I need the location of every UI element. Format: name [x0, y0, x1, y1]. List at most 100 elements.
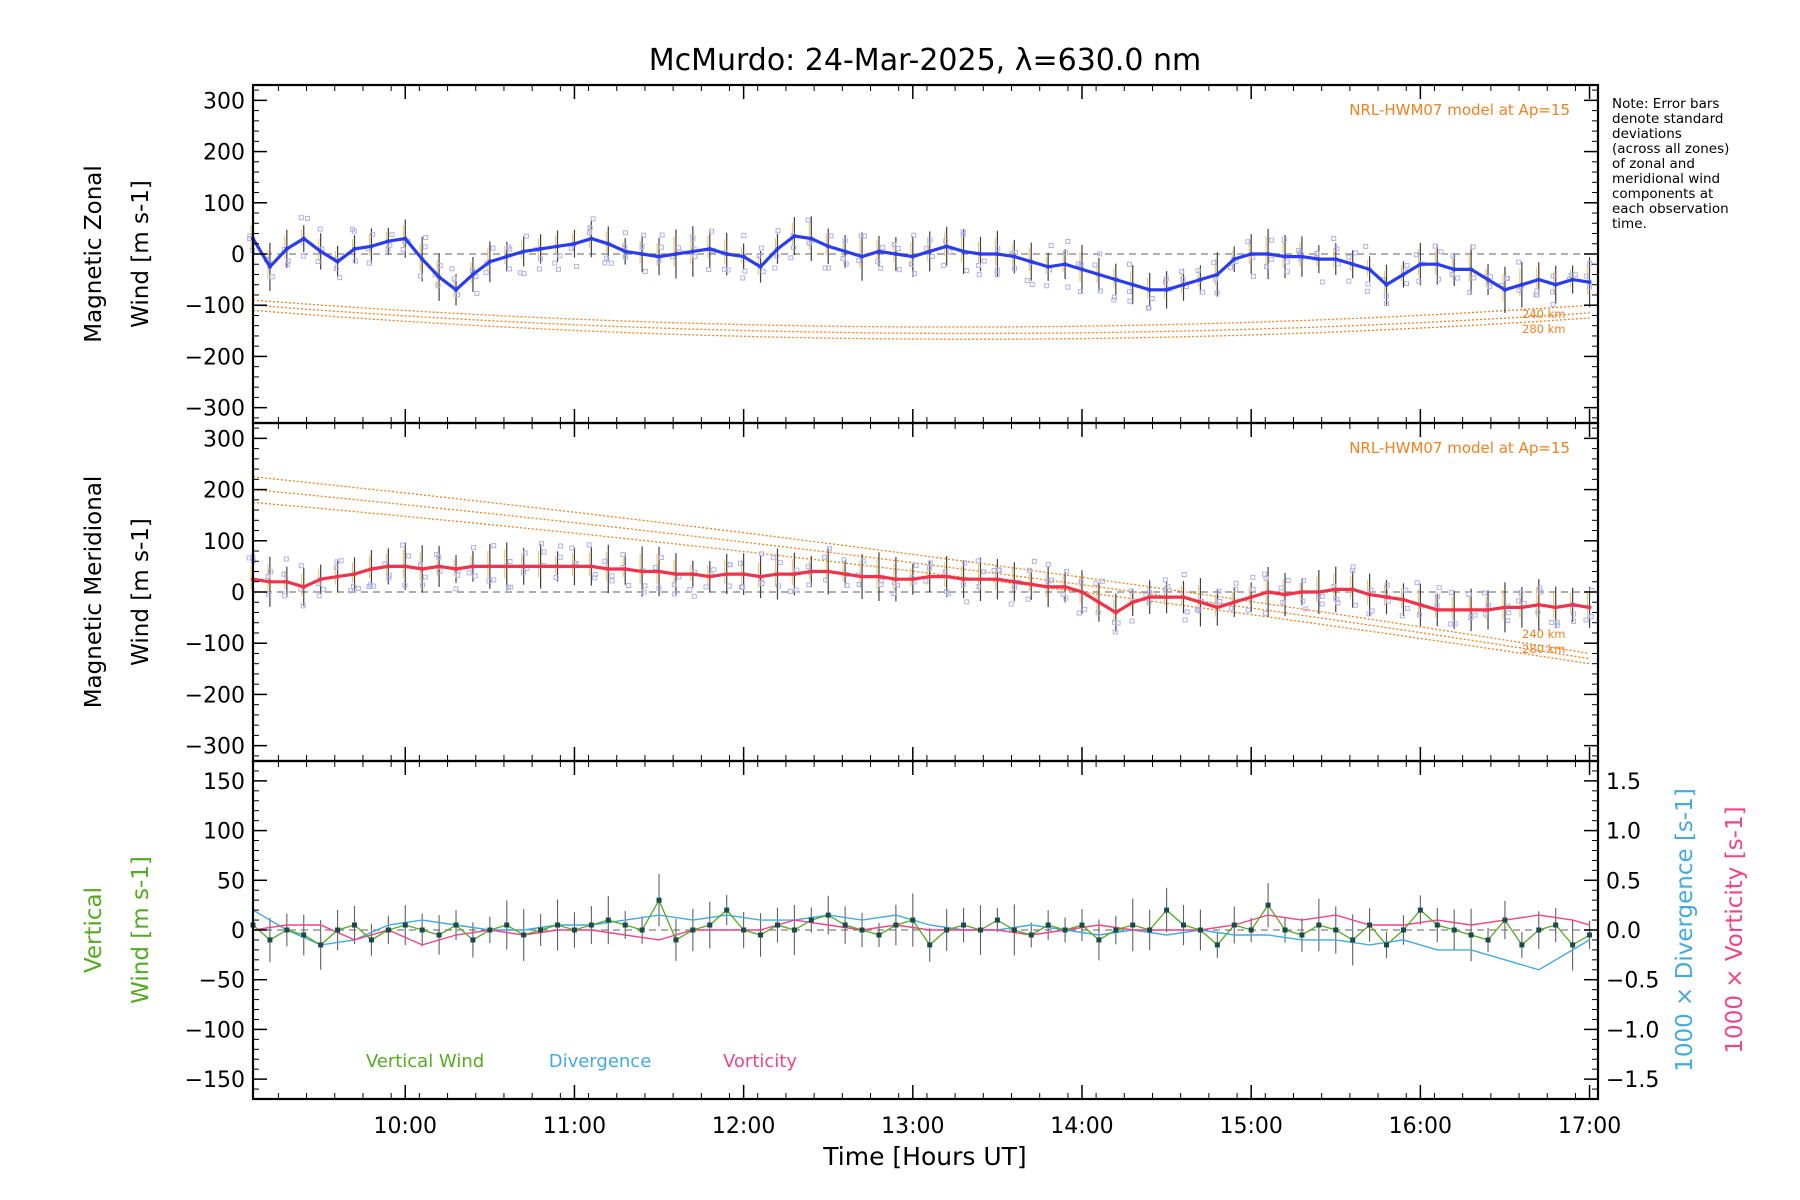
data-point — [352, 246, 357, 251]
zone-sample-marker — [1065, 284, 1071, 290]
data-point — [504, 564, 509, 569]
data-point — [1435, 607, 1440, 612]
zone-sample-marker — [690, 235, 696, 241]
zone-sample-marker — [794, 567, 800, 573]
zone-sample-marker — [1449, 272, 1455, 278]
zone-sample-marker — [1537, 585, 1543, 591]
zone-sample-marker — [1024, 277, 1030, 283]
data-point — [961, 922, 967, 928]
zone-sample-marker — [742, 268, 748, 274]
zone-sample-marker — [1092, 262, 1098, 268]
zone-sample-marker — [828, 233, 834, 239]
zone-sample-marker — [737, 560, 743, 566]
y-tick-label: 300 — [203, 427, 245, 452]
data-point — [1147, 595, 1152, 600]
zone-sample-marker — [738, 584, 744, 590]
data-point — [369, 244, 374, 249]
zone-sample-marker — [1363, 243, 1369, 249]
data-point — [910, 577, 915, 582]
zone-sample-marker — [1414, 580, 1420, 586]
data-point — [1502, 605, 1507, 610]
data-point — [1367, 922, 1373, 928]
zone-sample-marker — [1250, 574, 1256, 580]
data-point — [385, 927, 391, 933]
zone-sample-marker — [1319, 601, 1325, 607]
zone-sample-marker — [1516, 287, 1522, 293]
zone-sample-marker — [994, 267, 1000, 273]
data-point — [978, 252, 983, 256]
zone-sample-marker — [962, 560, 968, 566]
zone-sample-marker — [642, 583, 648, 589]
zone-sample-marker — [692, 253, 698, 259]
zone-sample-marker — [609, 578, 615, 584]
data-point — [758, 932, 764, 938]
zone-sample-marker — [620, 552, 626, 558]
zone-sample-marker — [1064, 568, 1070, 574]
zone-sample-marker — [1093, 580, 1099, 586]
zone-sample-marker — [996, 567, 1002, 573]
series-line-meridional — [252, 564, 1590, 615]
data-point — [1079, 590, 1084, 594]
data-point — [606, 241, 611, 246]
data-point — [809, 236, 814, 241]
data-point — [453, 922, 459, 928]
zone-sample-marker — [1008, 601, 1014, 607]
note-line: time. — [1612, 216, 1647, 232]
data-point — [504, 922, 510, 928]
y-tick-label: −100 — [185, 632, 245, 657]
zone-sample-marker — [1436, 276, 1442, 282]
zone-sample-marker — [1583, 617, 1589, 623]
zone-sample-marker — [1438, 249, 1444, 255]
zone-sample-marker — [1127, 298, 1133, 304]
zone-sample-marker — [641, 589, 647, 595]
data-point — [1062, 927, 1068, 933]
data-point — [1113, 927, 1119, 933]
zone-sample-marker — [1179, 269, 1185, 275]
data-point — [741, 254, 746, 259]
zone-sample-marker — [1346, 254, 1352, 260]
zone-sample-marker — [672, 591, 678, 597]
data-point — [335, 259, 340, 264]
zone-sample-marker — [1434, 603, 1440, 609]
zone-sample-marker — [1095, 610, 1101, 616]
zone-sample-marker — [1285, 578, 1291, 584]
zone-sample-marker — [1060, 591, 1066, 597]
data-point — [1350, 937, 1356, 943]
data-point — [572, 241, 577, 246]
data-point — [1113, 277, 1118, 282]
data-point — [301, 236, 306, 241]
data-point — [386, 239, 391, 244]
y-tick-label: 100 — [203, 192, 245, 217]
data-point — [1079, 267, 1084, 272]
data-point — [860, 254, 865, 259]
zone-sample-marker — [1049, 577, 1055, 583]
data-point — [673, 572, 678, 577]
y-tick-label: −300 — [185, 735, 245, 760]
data-point — [1400, 927, 1406, 933]
right-tick-label: 1.5 — [1606, 770, 1641, 795]
right-tick-label: −1.5 — [1606, 1068, 1659, 1093]
data-point — [571, 927, 577, 933]
zone-sample-marker — [1470, 244, 1476, 250]
zone-sample-marker — [1521, 600, 1527, 606]
zone-sample-marker — [541, 549, 547, 555]
zone-sample-marker — [352, 258, 358, 264]
zone-sample-marker — [740, 275, 746, 281]
data-point — [842, 922, 848, 928]
data-point — [1452, 267, 1457, 272]
zone-sample-marker — [975, 558, 981, 564]
data-point — [1570, 602, 1575, 607]
data-point — [436, 932, 442, 938]
zone-sample-marker — [1099, 578, 1105, 584]
zone-sample-marker — [1128, 588, 1134, 594]
data-point — [876, 574, 881, 579]
data-point — [876, 932, 882, 938]
note-line: of zonal and — [1612, 156, 1695, 172]
data-point — [1011, 927, 1017, 933]
zone-sample-marker — [771, 555, 777, 561]
zone-sample-marker — [592, 575, 598, 581]
zone-sample-marker — [1314, 250, 1320, 256]
data-point — [1096, 272, 1101, 277]
data-point — [826, 569, 831, 574]
data-point — [1367, 267, 1372, 272]
